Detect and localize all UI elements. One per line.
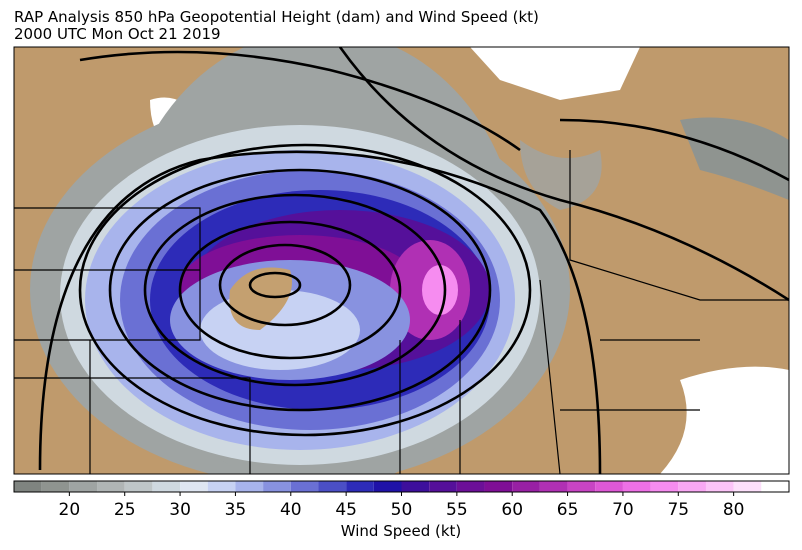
tick-label: 65 <box>557 500 579 520</box>
colorbar-segment <box>69 481 98 492</box>
colorbar-segment <box>622 481 651 492</box>
colorbar-segment <box>595 481 623 492</box>
tick-label: 25 <box>114 500 136 520</box>
colorbar-segment <box>733 481 762 492</box>
colorbar-segment <box>318 481 347 492</box>
colorbar-segment <box>14 481 42 492</box>
state-borders <box>14 150 789 474</box>
tick-label: 75 <box>667 500 689 520</box>
colorbar-segment <box>235 481 264 492</box>
colorbar-segment <box>512 481 540 492</box>
tick-label: 30 <box>169 500 191 520</box>
colorbar-segment <box>456 481 485 492</box>
colorbar-label: Wind Speed (kt) <box>341 522 462 540</box>
colorbar-segment <box>401 481 430 492</box>
map <box>14 47 789 474</box>
subtitle: 2000 UTC Mon Oct 21 2019 <box>14 25 221 43</box>
tick-label: 50 <box>391 500 413 520</box>
tick-label: 60 <box>501 500 523 520</box>
colorbar-segment <box>705 481 734 492</box>
colorbar-segment <box>152 481 181 492</box>
tick-label: 80 <box>723 500 745 520</box>
tick-label: 20 <box>59 500 81 520</box>
tick-label: 40 <box>280 500 302 520</box>
colorbar: 20 25 30 35 40 45 50 55 60 65 70 75 80 <box>13 480 790 520</box>
colorbar-segment <box>97 481 125 492</box>
colorbar-segment <box>567 481 596 492</box>
colorbar-segment <box>761 481 789 492</box>
colorbar-segment <box>650 481 679 492</box>
colorbar-segment <box>484 481 513 492</box>
title: RAP Analysis 850 hPa Geopotential Height… <box>14 8 539 26</box>
tick-label: 45 <box>335 500 357 520</box>
colorbar-segment <box>41 481 70 492</box>
tick-label: 55 <box>446 500 468 520</box>
map-frame <box>13 46 790 475</box>
height-contours <box>38 47 789 474</box>
colorbar-segment <box>373 481 402 492</box>
colorbar-segment <box>539 481 568 492</box>
colorbar-segment <box>207 481 236 492</box>
colorbar-segment <box>429 481 457 492</box>
colorbar-segment <box>346 481 374 492</box>
tick-label: 70 <box>612 500 634 520</box>
colorbar-segment <box>180 481 208 492</box>
tick-label: 35 <box>225 500 247 520</box>
colorbar-segment <box>678 481 706 492</box>
colorbar-segment <box>263 481 291 492</box>
colorbar-segment <box>124 481 153 492</box>
colorbar-segment <box>290 481 319 492</box>
